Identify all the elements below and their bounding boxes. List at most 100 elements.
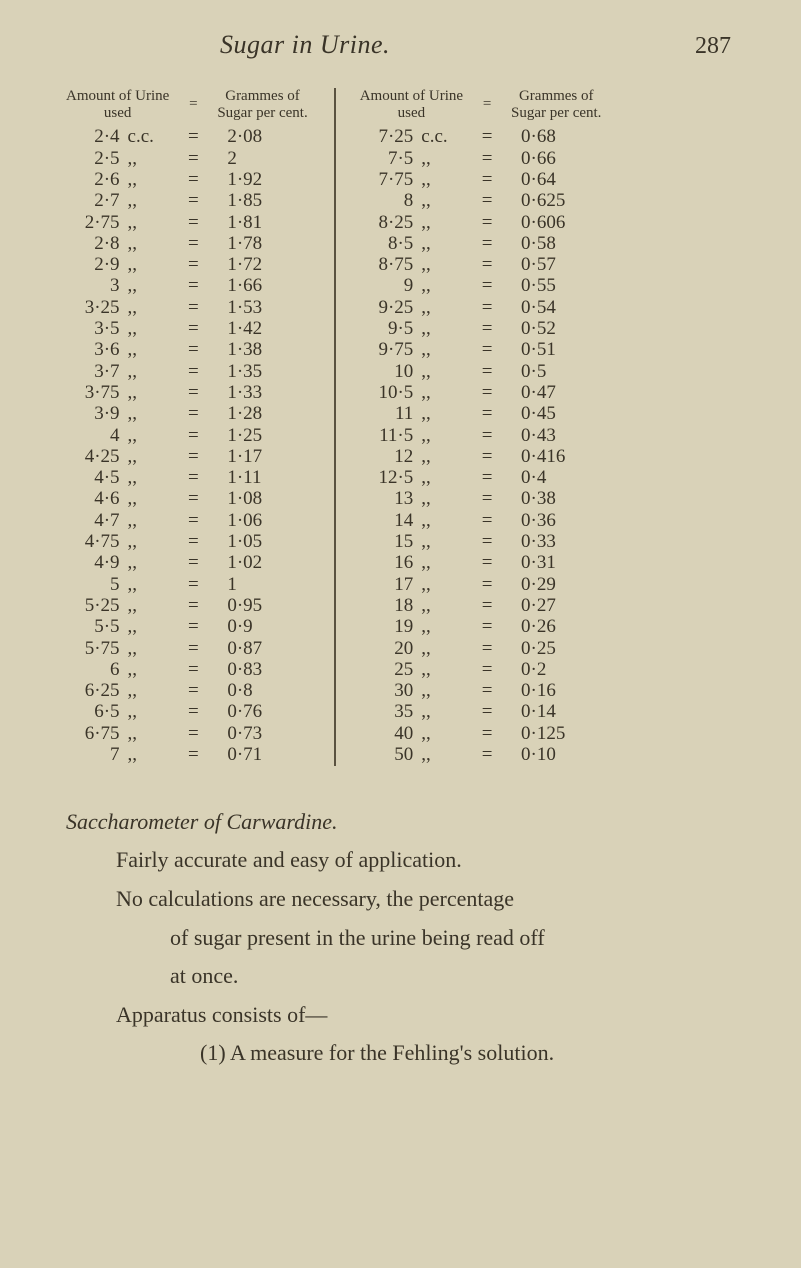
left-header-gram: Grammes of Sugar per cent. [211, 88, 313, 127]
grammes-cell: 0·2 [505, 659, 607, 680]
body-line-3: of sugar present in the urine being read… [60, 922, 751, 955]
equals-cell: = [469, 468, 505, 489]
amount-cell: 4·6 [60, 489, 124, 510]
equals-cell: = [469, 425, 505, 446]
grammes-cell: 0·4 [505, 468, 607, 489]
amount-cell: 10 [354, 361, 418, 382]
body-line-2: No calculations are necessary, the perce… [60, 883, 751, 916]
equals-cell: = [469, 361, 505, 382]
equals-cell: = [175, 361, 211, 382]
table-row: 4·6,,=1·08 [60, 489, 314, 510]
table-row: 8·75,,=0·57 [354, 255, 608, 276]
right-header-gram: Grammes of Sugar per cent. [505, 88, 607, 127]
amount-cell: 3·7 [60, 361, 124, 382]
table-row: 5·5,,=0·9 [60, 617, 314, 638]
left-header-amount: Amount of Urine used [60, 88, 175, 127]
amount-cell: 2·9 [60, 255, 124, 276]
grammes-cell: 1·66 [211, 276, 313, 297]
unit-cell: ,, [417, 532, 469, 553]
page-number: 287 [695, 33, 731, 60]
amount-cell: 5·5 [60, 617, 124, 638]
equals-cell: = [469, 659, 505, 680]
table-row: 9·5,,=0·52 [354, 319, 608, 340]
equals-cell: = [175, 702, 211, 723]
unit-cell: ,, [417, 574, 469, 595]
equals-cell: = [469, 638, 505, 659]
amount-cell: 2·75 [60, 212, 124, 233]
unit-cell: ,, [417, 468, 469, 489]
equals-cell: = [175, 574, 211, 595]
table-row: 14,,=0·36 [354, 510, 608, 531]
equals-cell: = [469, 276, 505, 297]
equals-cell: = [469, 233, 505, 254]
unit-cell: ,, [124, 745, 176, 766]
table-row: 10·5,,=0·47 [354, 383, 608, 404]
table-row: 35,,=0·14 [354, 702, 608, 723]
grammes-cell: 0·26 [505, 617, 607, 638]
amount-cell: 8·75 [354, 255, 418, 276]
data-tables: Amount of Urine used = Grammes of Sugar … [60, 88, 751, 766]
amount-cell: 14 [354, 510, 418, 531]
amount-cell: 7·75 [354, 170, 418, 191]
equals-cell: = [469, 617, 505, 638]
unit-cell: ,, [124, 553, 176, 574]
equals-cell: = [175, 404, 211, 425]
grammes-cell: 0·83 [211, 659, 313, 680]
unit-cell: ,, [417, 170, 469, 191]
amount-cell: 5 [60, 574, 124, 595]
table-row: 5,,=1 [60, 574, 314, 595]
grammes-cell: 1·72 [211, 255, 313, 276]
unit-cell: ,, [417, 723, 469, 744]
grammes-cell: 1·42 [211, 319, 313, 340]
left-table: Amount of Urine used = Grammes of Sugar … [60, 88, 314, 766]
equals-cell: = [175, 723, 211, 744]
amount-cell: 8·5 [354, 233, 418, 254]
table-row: 3·7,,=1·35 [60, 361, 314, 382]
amount-cell: 2·6 [60, 170, 124, 191]
table-row: 3·75,,=1·33 [60, 383, 314, 404]
equals-cell: = [469, 340, 505, 361]
unit-cell: ,, [124, 297, 176, 318]
equals-cell: = [469, 319, 505, 340]
grammes-cell: 0·68 [505, 127, 607, 148]
table-row: 18,,=0·27 [354, 596, 608, 617]
unit-cell: ,, [417, 745, 469, 766]
amount-cell: 50 [354, 745, 418, 766]
amount-cell: 3·5 [60, 319, 124, 340]
equals-cell: = [469, 446, 505, 467]
equals-cell: = [175, 127, 211, 148]
equals-cell: = [469, 745, 505, 766]
grammes-cell: 1·08 [211, 489, 313, 510]
unit-cell: ,, [124, 468, 176, 489]
table-row: 25,,=0·2 [354, 659, 608, 680]
amount-cell: 8 [354, 191, 418, 212]
unit-cell: ,, [124, 233, 176, 254]
grammes-cell: 0·10 [505, 745, 607, 766]
table-row: 19,,=0·26 [354, 617, 608, 638]
amount-cell: 6·75 [60, 723, 124, 744]
grammes-cell: 0·47 [505, 383, 607, 404]
amount-cell: 35 [354, 702, 418, 723]
amount-cell: 2·5 [60, 148, 124, 169]
unit-cell: ,, [417, 276, 469, 297]
amount-cell: 3·75 [60, 383, 124, 404]
grammes-cell: 0·606 [505, 212, 607, 233]
unit-cell: ,, [124, 340, 176, 361]
table-row: 8,,=0·625 [354, 191, 608, 212]
column-separator [334, 88, 336, 766]
unit-cell: ,, [417, 212, 469, 233]
equals-cell: = [175, 233, 211, 254]
amount-cell: 20 [354, 638, 418, 659]
unit-cell: ,, [124, 681, 176, 702]
equals-cell: = [175, 255, 211, 276]
unit-cell: ,, [124, 638, 176, 659]
equals-cell: = [469, 191, 505, 212]
unit-cell: ,, [124, 532, 176, 553]
grammes-cell: 1·81 [211, 212, 313, 233]
equals-cell: = [175, 148, 211, 169]
equals-cell: = [469, 723, 505, 744]
amount-cell: 6·5 [60, 702, 124, 723]
unit-cell: ,, [417, 361, 469, 382]
unit-cell: ,, [417, 702, 469, 723]
unit-cell: ,, [124, 723, 176, 744]
